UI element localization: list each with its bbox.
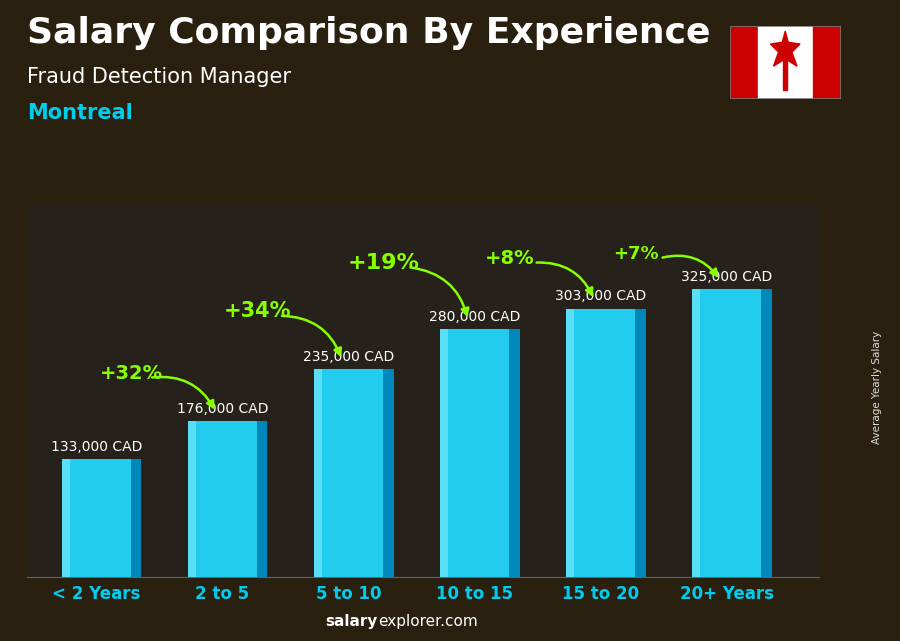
Text: 325,000 CAD: 325,000 CAD xyxy=(681,270,772,284)
Polygon shape xyxy=(131,459,141,577)
Bar xyxy=(188,421,196,577)
Bar xyxy=(730,26,758,99)
Bar xyxy=(566,309,635,577)
Text: 133,000 CAD: 133,000 CAD xyxy=(50,440,142,454)
Bar xyxy=(188,421,257,577)
Text: Salary Comparison By Experience: Salary Comparison By Experience xyxy=(27,16,710,50)
Polygon shape xyxy=(770,31,800,66)
Bar xyxy=(62,459,131,577)
Bar xyxy=(566,309,574,577)
Bar xyxy=(62,459,70,577)
Text: 280,000 CAD: 280,000 CAD xyxy=(428,310,520,324)
Text: Montreal: Montreal xyxy=(27,103,133,122)
Text: explorer.com: explorer.com xyxy=(378,615,478,629)
Bar xyxy=(692,289,761,577)
Text: +19%: +19% xyxy=(347,253,419,272)
Bar xyxy=(440,329,448,577)
Bar xyxy=(758,26,813,99)
Text: +32%: +32% xyxy=(100,364,163,383)
Polygon shape xyxy=(635,309,645,577)
Bar xyxy=(440,329,509,577)
Bar xyxy=(692,289,700,577)
Polygon shape xyxy=(383,369,393,577)
Text: 303,000 CAD: 303,000 CAD xyxy=(555,289,646,303)
Polygon shape xyxy=(509,329,519,577)
Text: salary: salary xyxy=(326,615,378,629)
Bar xyxy=(314,369,383,577)
Text: +34%: +34% xyxy=(224,301,292,321)
Text: 176,000 CAD: 176,000 CAD xyxy=(176,402,268,416)
Polygon shape xyxy=(257,421,267,577)
Bar xyxy=(314,369,322,577)
Bar xyxy=(813,26,841,99)
Text: Average Yearly Salary: Average Yearly Salary xyxy=(872,331,883,444)
Polygon shape xyxy=(783,59,788,90)
Polygon shape xyxy=(761,289,771,577)
Text: +8%: +8% xyxy=(485,249,535,268)
Text: 235,000 CAD: 235,000 CAD xyxy=(302,349,394,363)
Text: Fraud Detection Manager: Fraud Detection Manager xyxy=(27,67,291,87)
Text: +7%: +7% xyxy=(613,245,659,263)
